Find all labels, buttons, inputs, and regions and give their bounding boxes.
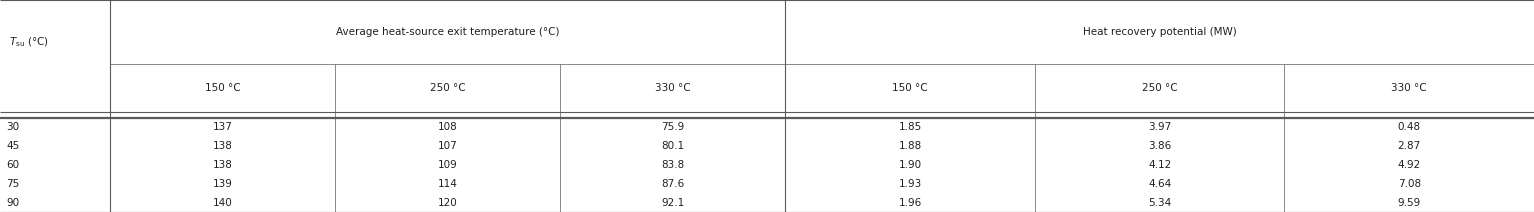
- Text: 2.87: 2.87: [1397, 141, 1420, 151]
- Text: 138: 138: [213, 160, 233, 170]
- Text: 330 °C: 330 °C: [1391, 83, 1427, 93]
- Text: 0.48: 0.48: [1397, 122, 1420, 132]
- Text: 150 °C: 150 °C: [206, 83, 241, 93]
- Text: 4.64: 4.64: [1147, 179, 1172, 189]
- Text: 120: 120: [439, 198, 457, 208]
- Text: 30: 30: [6, 122, 20, 132]
- Text: 45: 45: [6, 141, 20, 151]
- Text: 114: 114: [439, 179, 457, 189]
- Text: 137: 137: [213, 122, 233, 132]
- Text: Average heat-source exit temperature (°C): Average heat-source exit temperature (°C…: [336, 27, 560, 37]
- Text: 90: 90: [6, 198, 20, 208]
- Text: 1.93: 1.93: [899, 179, 922, 189]
- Text: 60: 60: [6, 160, 20, 170]
- Text: 92.1: 92.1: [661, 198, 684, 208]
- Text: 80.1: 80.1: [661, 141, 684, 151]
- Text: 4.12: 4.12: [1147, 160, 1172, 170]
- Text: 138: 138: [213, 141, 233, 151]
- Text: $T_{\mathrm{su}}$ (°C): $T_{\mathrm{su}}$ (°C): [9, 35, 49, 49]
- Text: 1.90: 1.90: [899, 160, 922, 170]
- Text: 330 °C: 330 °C: [655, 83, 690, 93]
- Text: 7.08: 7.08: [1397, 179, 1420, 189]
- Text: 3.86: 3.86: [1147, 141, 1172, 151]
- Text: 140: 140: [213, 198, 233, 208]
- Text: 5.34: 5.34: [1147, 198, 1172, 208]
- Text: Heat recovery potential (MW): Heat recovery potential (MW): [1083, 27, 1236, 37]
- Text: 75.9: 75.9: [661, 122, 684, 132]
- Text: 4.92: 4.92: [1397, 160, 1420, 170]
- Text: 75: 75: [6, 179, 20, 189]
- Text: 109: 109: [439, 160, 457, 170]
- Text: 83.8: 83.8: [661, 160, 684, 170]
- Text: 1.85: 1.85: [899, 122, 922, 132]
- Text: 9.59: 9.59: [1397, 198, 1420, 208]
- Text: 250 °C: 250 °C: [430, 83, 466, 93]
- Text: 108: 108: [439, 122, 457, 132]
- Text: 1.88: 1.88: [899, 141, 922, 151]
- Text: 3.97: 3.97: [1147, 122, 1172, 132]
- Text: 139: 139: [213, 179, 233, 189]
- Text: 250 °C: 250 °C: [1141, 83, 1178, 93]
- Text: 1.96: 1.96: [899, 198, 922, 208]
- Text: 107: 107: [439, 141, 457, 151]
- Text: 87.6: 87.6: [661, 179, 684, 189]
- Text: 150 °C: 150 °C: [893, 83, 928, 93]
